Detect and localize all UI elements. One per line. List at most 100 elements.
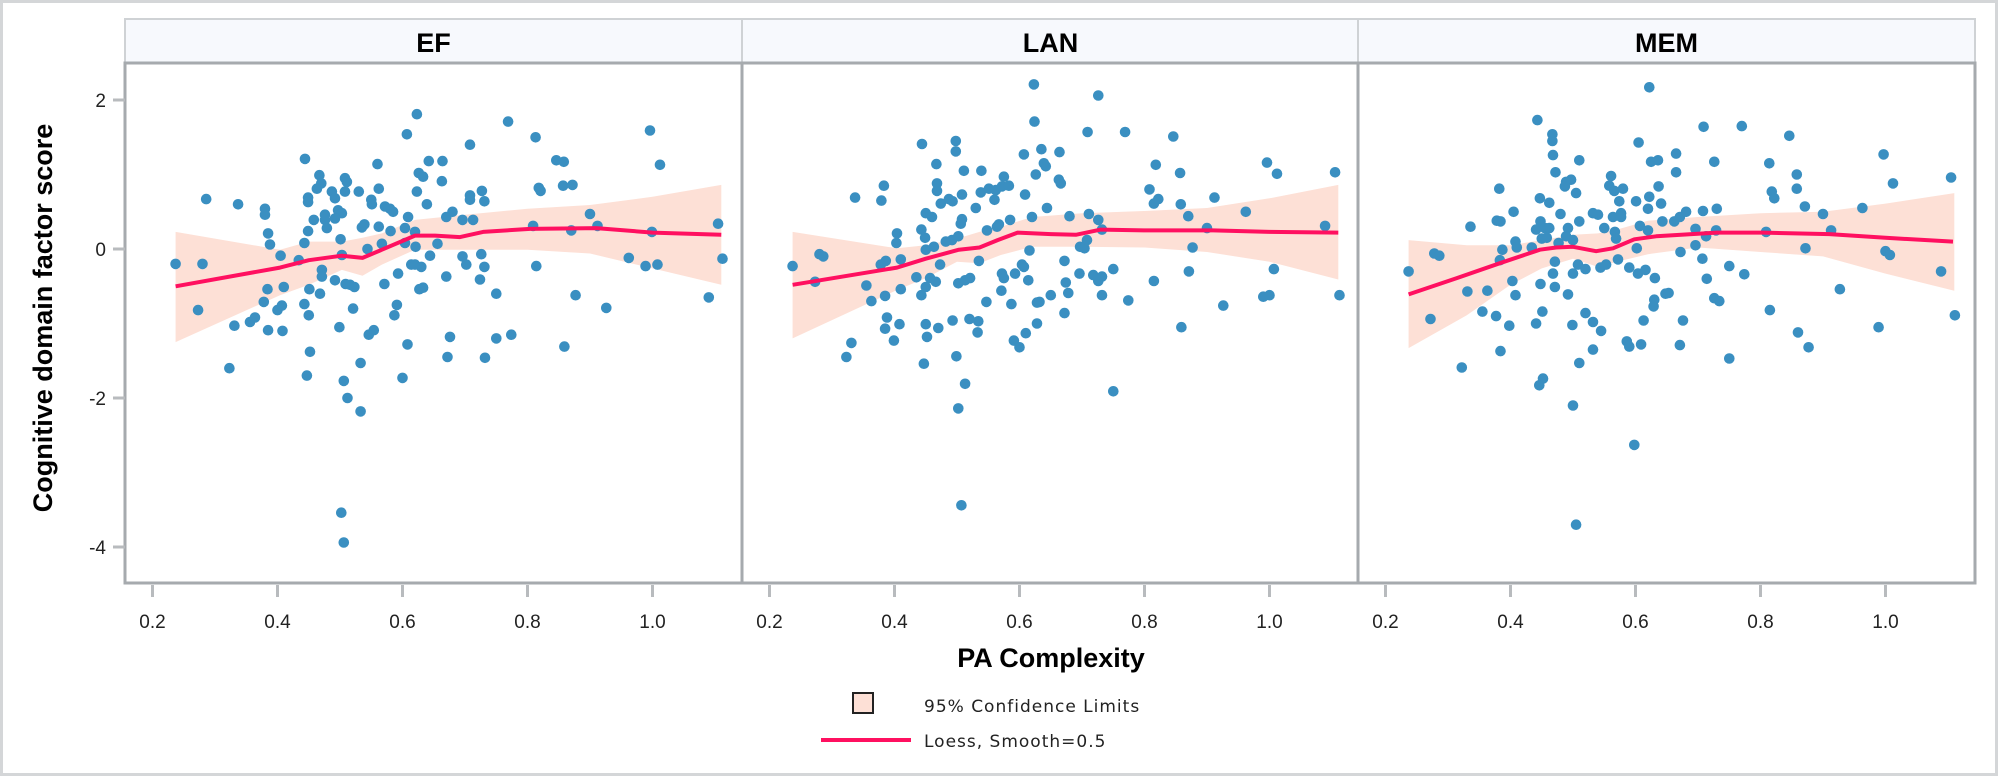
data-point (491, 333, 502, 344)
data-point (349, 281, 360, 293)
data-point (401, 129, 413, 140)
data-point (1059, 307, 1070, 319)
data-point (1096, 289, 1108, 301)
data-point (1709, 156, 1720, 168)
data-point (368, 324, 380, 336)
data-point (1093, 90, 1104, 101)
data-point (1644, 191, 1655, 203)
data-point (955, 218, 967, 229)
data-point (1434, 250, 1445, 261)
data-point (1511, 242, 1523, 253)
data-point (1028, 79, 1040, 90)
data-point (841, 351, 852, 363)
data-point (1574, 357, 1585, 369)
data-point (1697, 205, 1709, 217)
data-point (1030, 169, 1042, 180)
data-point (1334, 289, 1345, 301)
data-point (567, 179, 578, 191)
data-point (476, 185, 488, 197)
data-point (975, 187, 987, 198)
data-point (1834, 283, 1846, 295)
data-point (1074, 268, 1085, 279)
data-point (1006, 298, 1017, 310)
data-point (998, 272, 1010, 284)
data-point (895, 283, 907, 295)
panel-title: EF (416, 28, 451, 58)
data-point (441, 271, 452, 282)
data-point (931, 158, 942, 170)
data-point (479, 196, 490, 207)
data-point (339, 186, 351, 197)
data-point (192, 304, 204, 316)
data-point (1108, 263, 1119, 275)
data-point (1629, 439, 1640, 451)
data-point (302, 225, 314, 237)
data-point (479, 352, 491, 364)
data-point (1690, 223, 1701, 235)
data-point (1544, 197, 1555, 209)
data-point (926, 211, 938, 223)
data-point (1507, 275, 1518, 287)
data-point (972, 327, 983, 338)
data-point (881, 312, 893, 323)
y-tick-label: 0 (95, 240, 106, 261)
data-point (623, 252, 635, 264)
data-point (557, 180, 569, 191)
data-point (1550, 167, 1561, 178)
data-point (385, 225, 396, 237)
data-point (444, 331, 456, 343)
data-point (1059, 255, 1070, 267)
data-point (1510, 289, 1521, 301)
data-point (334, 321, 345, 333)
data-point (1209, 192, 1220, 203)
data-point (1595, 325, 1607, 337)
data-point (1031, 318, 1043, 329)
data-point (1878, 149, 1889, 160)
data-point (996, 285, 1007, 297)
data-point (878, 180, 890, 191)
data-point (1791, 183, 1803, 194)
data-point (1698, 121, 1709, 133)
data-point (275, 250, 286, 261)
data-point (1935, 266, 1947, 277)
data-point (976, 165, 987, 177)
data-point (1016, 259, 1028, 270)
data-point (1642, 203, 1654, 215)
data-point (876, 195, 887, 206)
data-point (372, 158, 383, 170)
panel-lan: LAN (740, 18, 1361, 585)
data-point (1034, 296, 1045, 308)
data-point (1530, 318, 1542, 329)
data-point (654, 159, 666, 171)
data-point (1026, 211, 1038, 223)
data-point (387, 206, 399, 218)
data-point (1857, 202, 1868, 214)
data-point (1624, 341, 1635, 352)
data-point (410, 241, 421, 253)
x-tick-label: 0.4 (881, 612, 908, 633)
data-point (1093, 214, 1104, 226)
data-point (1587, 344, 1599, 355)
y-tick-label: 2 (95, 91, 106, 112)
data-point (1544, 222, 1555, 234)
data-point (970, 202, 982, 214)
data-point (1535, 278, 1546, 290)
data-point (319, 214, 331, 226)
data-point (601, 302, 612, 314)
data-point (1403, 266, 1414, 277)
panel-ef: EF (123, 18, 744, 585)
data-point (1023, 275, 1034, 286)
data-point (229, 320, 240, 332)
y-tick-label: -4 (89, 538, 106, 559)
data-point (1036, 143, 1047, 155)
data-point (1425, 313, 1436, 325)
data-point (311, 183, 323, 194)
data-point (931, 185, 943, 197)
data-point (1562, 289, 1574, 300)
data-point (1674, 339, 1686, 351)
data-point (1792, 327, 1804, 338)
y-axis-title: Cognitive domain factor score (28, 124, 58, 513)
plot-background (1358, 63, 1975, 583)
data-point (558, 156, 570, 168)
data-point (1887, 178, 1899, 189)
